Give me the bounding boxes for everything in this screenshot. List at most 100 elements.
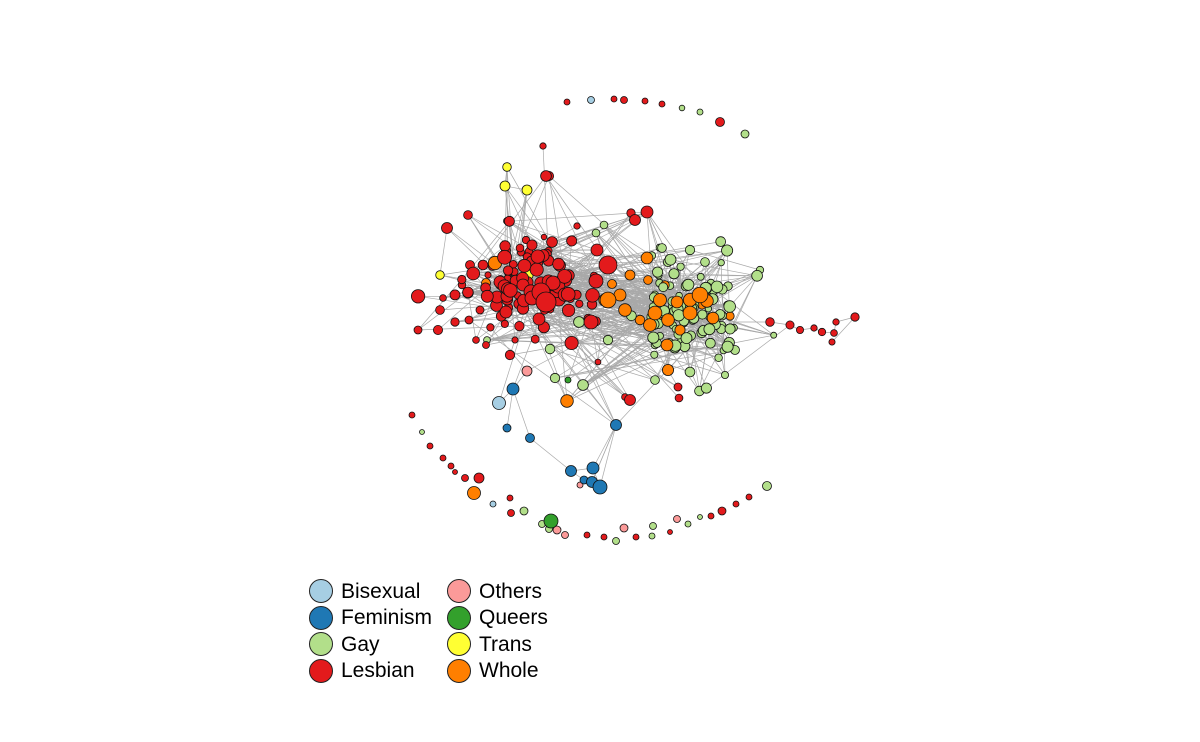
graph-node-bisexual	[489, 500, 497, 508]
graph-node-lesbian	[432, 324, 443, 335]
graph-node-lesbian	[514, 320, 525, 332]
graph-node-lesbian	[632, 533, 640, 541]
graph-node-gay	[724, 323, 736, 335]
graph-node-lesbian	[499, 305, 513, 319]
graph-edge	[538, 318, 726, 376]
graph-node-lesbian	[441, 222, 453, 234]
graph-node-lesbian	[588, 273, 604, 289]
graph-node-lesbian	[504, 349, 516, 361]
graph-node-gay	[648, 532, 656, 540]
legend-swatch-queers	[447, 605, 471, 630]
graph-node-gay	[696, 108, 704, 116]
graph-node-feminism	[525, 433, 535, 443]
graph-node-gay	[668, 268, 680, 280]
graph-node-lesbian	[464, 315, 474, 325]
graph-edge	[538, 318, 691, 373]
graph-edge	[417, 279, 463, 331]
legend-swatch-whole	[447, 658, 471, 683]
graph-node-lesbian	[828, 338, 836, 346]
graph-node-others	[561, 531, 569, 539]
graph-node-lesbian	[796, 325, 805, 334]
graph-node-gay	[599, 220, 609, 230]
graph-node-trans	[521, 184, 533, 196]
graph-node-gay	[715, 236, 726, 247]
graph-node-lesbian	[732, 500, 740, 508]
graph-node-whole	[670, 295, 684, 309]
graph-node-lesbian	[408, 411, 416, 419]
graph-node-whole	[640, 251, 654, 265]
graph-edge	[670, 259, 758, 277]
graph-node-gay	[657, 243, 667, 253]
graph-node-lesbian	[590, 243, 604, 257]
graph-node-feminism	[502, 423, 512, 433]
graph-node-gay	[549, 372, 561, 384]
graph-node-lesbian	[511, 336, 519, 344]
graph-node-gay	[710, 280, 724, 294]
graph-node-lesbian	[641, 97, 649, 105]
graph-node-gay	[684, 520, 692, 528]
graph-node-lesbian	[466, 266, 481, 281]
graph-node-lesbian	[598, 255, 618, 275]
graph-edge	[566, 346, 685, 402]
graph-node-gay	[519, 506, 529, 516]
graph-node-lesbian	[658, 100, 666, 108]
graph-node-trans	[502, 162, 512, 172]
graph-node-gay	[591, 228, 601, 238]
graph-node-lesbian	[517, 258, 532, 273]
graph-node-lesbian	[473, 472, 485, 484]
graph-node-lesbian	[564, 335, 579, 350]
graph-node-lesbian	[449, 289, 461, 301]
graph-node-lesbian	[629, 214, 641, 226]
graph-node-whole	[618, 303, 632, 317]
graph-edge	[592, 424, 617, 469]
graph-node-lesbian	[515, 243, 525, 253]
graph-node-gay	[723, 300, 736, 313]
graph-edge	[646, 211, 678, 310]
graph-node-gay	[684, 366, 696, 378]
legend-swatch-bisexual	[309, 579, 333, 604]
legend-label: Trans	[479, 632, 532, 656]
graph-node-bisexual	[492, 396, 506, 410]
graph-node-gay	[676, 262, 685, 271]
graph-node-lesbian	[715, 117, 725, 127]
graph-edge	[508, 175, 550, 274]
graph-node-lesbian	[546, 236, 558, 248]
graph-node-lesbian	[620, 96, 628, 104]
graph-node-feminism	[506, 382, 520, 396]
graph-node-trans	[435, 270, 445, 280]
graph-edge	[549, 348, 656, 381]
graph-node-feminism	[565, 465, 577, 477]
graph-node-lesbian	[552, 257, 565, 271]
graph-edge	[552, 282, 723, 290]
graph-node-feminism	[610, 419, 622, 431]
graph-node-gay	[696, 272, 705, 281]
graph-node-gay	[714, 353, 723, 362]
graph-node-lesbian	[439, 454, 447, 462]
graph-node-gay	[419, 429, 425, 435]
graph-node-gay	[700, 382, 712, 394]
graph-node-gay	[649, 522, 657, 530]
graph-edge	[538, 318, 656, 381]
graph-node-gay	[680, 332, 693, 345]
graph-node-whole	[674, 324, 686, 336]
graph-node-whole	[467, 486, 481, 500]
graph-node-whole	[607, 279, 617, 289]
graph-node-whole	[660, 338, 674, 352]
graph-node-feminism	[586, 461, 600, 475]
graph-node-gay	[684, 244, 696, 256]
graph-node-gay	[717, 259, 725, 267]
graph-edge	[690, 335, 700, 392]
graph-node-lesbian	[561, 303, 576, 317]
graph-nodes	[408, 95, 860, 545]
graph-node-gay	[647, 331, 660, 344]
graph-node-lesbian	[560, 286, 576, 302]
graph-node-lesbian	[529, 262, 544, 277]
graph-node-lesbian	[507, 509, 515, 517]
graph-edge	[603, 224, 652, 256]
graph-node-lesbian	[480, 289, 494, 303]
graph-node-lesbian	[435, 305, 445, 315]
graph-node-gay	[751, 269, 763, 282]
graph-node-gay	[705, 337, 716, 349]
graph-node-lesbian	[530, 334, 540, 344]
